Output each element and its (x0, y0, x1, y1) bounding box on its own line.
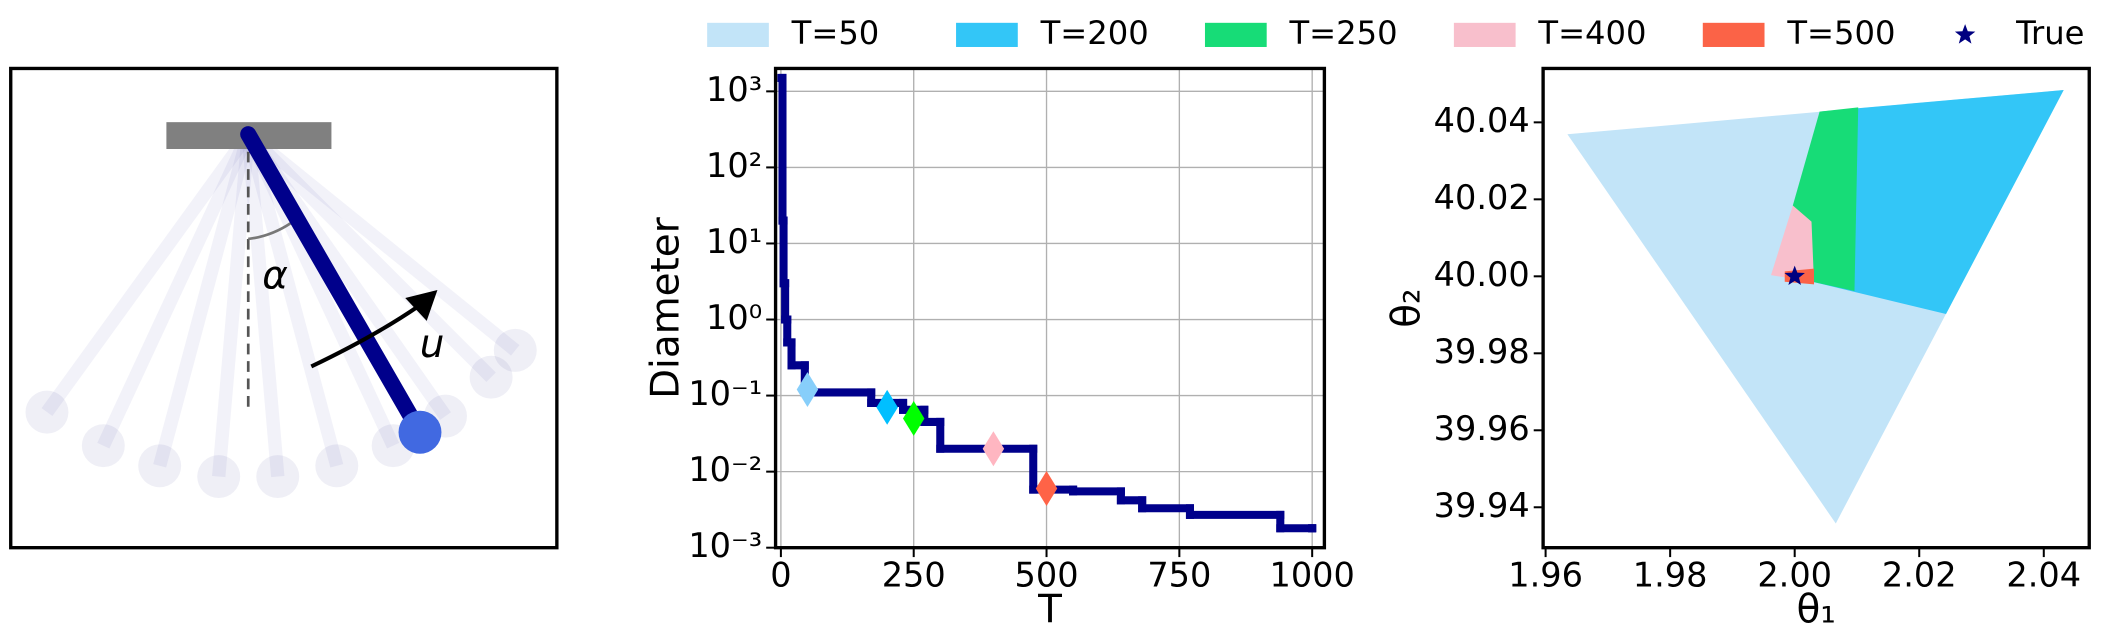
y-tick-label: 39.94 (1434, 486, 1530, 525)
legend-label: T=50 (791, 14, 880, 52)
plot-frame (773, 66, 1327, 550)
y-tick-label: 40.04 (1434, 101, 1530, 140)
input-arrowhead (405, 289, 438, 321)
x-tick-label: 2.04 (2006, 556, 2081, 595)
y-tick-label: 10⁰ (706, 298, 762, 337)
y-tick-label: 40.02 (1434, 178, 1530, 217)
region (1813, 90, 2064, 315)
diamond-marker (982, 431, 1005, 467)
ghost-bobs (25, 328, 537, 499)
diamond-marker (876, 389, 898, 425)
chart-step: 0 250 500 750 1000 10⁻³ 10⁻² 10⁻¹ 10⁰ 10¹ 10² 10³ T D… (644, 66, 1355, 633)
x-axis-label: T (1037, 588, 1062, 633)
plot-frame (1541, 66, 2091, 550)
legend-swatch (956, 22, 1018, 47)
y-tick-label: 10³ (706, 70, 762, 109)
legend-swatch (1204, 22, 1267, 47)
y-tick-label: 10⁻¹ (688, 374, 762, 413)
x-tick-label: 250 (882, 556, 946, 595)
y-tick-label: 10⁻³ (688, 526, 762, 565)
legend-label: T=400 (1537, 14, 1646, 52)
x-tick-label: 1000 (1269, 556, 1354, 595)
angle-label: α (262, 253, 288, 298)
y-axis-label: Diameter (644, 217, 689, 399)
input-label: u (420, 322, 445, 367)
y-tick-label: 39.98 (1434, 332, 1530, 371)
y-tick-label: 39.96 (1434, 409, 1530, 448)
pendulum-rod (240, 126, 429, 441)
true-point (1784, 265, 1805, 286)
ghost-rods (41, 129, 520, 478)
diamond-marker (902, 401, 925, 436)
y-tick-label: 10¹ (706, 222, 762, 261)
x-tick-label: 750 (1147, 556, 1211, 595)
legend-swatch (707, 22, 769, 47)
legend-label: T=500 (1786, 14, 1895, 52)
plot-area (775, 68, 1325, 548)
angle-arc (248, 221, 292, 241)
legend-swatch (1702, 22, 1765, 47)
legend-star (1954, 24, 1976, 44)
pendulum-diagram: α u (9, 66, 559, 550)
x-tick-label: 1.98 (1633, 556, 1708, 595)
chart-polygon: 1.96 1.98 2.00 2.02 2.04 39.94 39.96 39.98 40.00… (707, 14, 2091, 633)
y-tick-label: 10² (706, 146, 762, 185)
input-arrow (310, 304, 420, 369)
y-tick-label: 10⁻² (688, 450, 762, 489)
region (1771, 205, 1814, 283)
y-axis-label: θ₂ (1384, 288, 1429, 327)
x-tick-label: 2.02 (1882, 556, 1957, 595)
legend-label: True (2015, 14, 2084, 52)
y-tick-label: 40.00 (1434, 255, 1530, 294)
x-tick-label: 2.00 (1757, 556, 1832, 595)
diamond-marker (796, 372, 819, 408)
legend-label: T=200 (1040, 14, 1149, 52)
x-tick-label: 500 (1015, 556, 1079, 595)
legend-label: T=250 (1289, 14, 1398, 52)
x-tick-label: 1.96 (1508, 556, 1583, 595)
pendulum-bob (398, 410, 442, 454)
x-axis-label: θ₁ (1796, 588, 1835, 633)
legend-swatch (1453, 22, 1516, 47)
x-tick-label: 0 (770, 556, 791, 595)
